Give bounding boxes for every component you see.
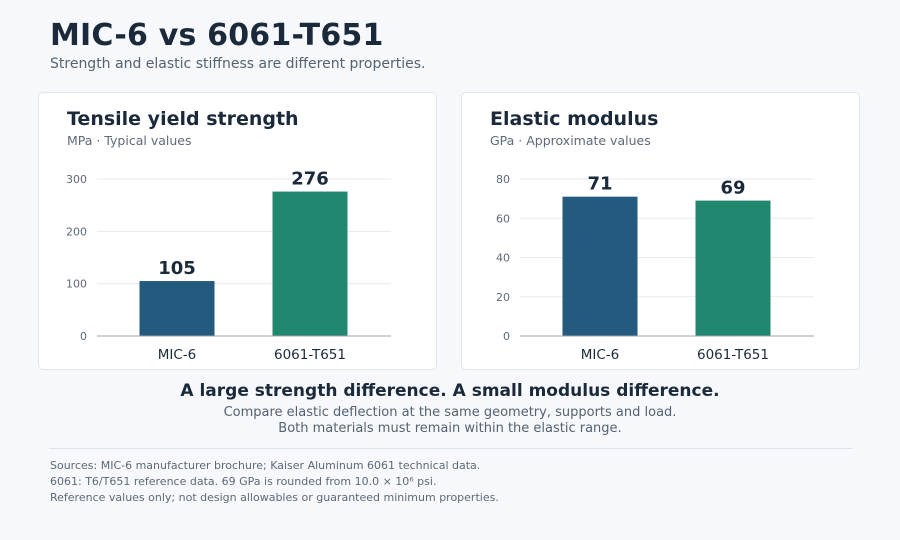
y-tick-label: 60 [496, 212, 510, 225]
x-tick-label: MIC-6 [581, 347, 620, 363]
source-note: Sources: MIC-6 manufacturer brochure; Ka… [50, 459, 481, 472]
elastic-modulus-chart: 0 20 40 60 80 71 MIC-6 69 6061-T651 [496, 173, 814, 363]
y-tick-label: 40 [496, 252, 510, 265]
x-tick-label: 6061-T651 [697, 347, 769, 363]
bar [562, 196, 638, 336]
yield-strength-chart: 0 100 200 300 105 MIC-6 276 6061-T651 [66, 169, 391, 363]
source-note: 6061: T6/T651 reference data. 69 GPa is … [50, 475, 437, 488]
takeaway-line: Both materials must remain within the el… [278, 421, 622, 436]
chart-subtitle: MPa · Typical values [67, 133, 192, 148]
data-label: 276 [291, 169, 329, 190]
takeaway-line: Compare elastic deflection at the same g… [223, 405, 677, 420]
page-title: MIC-6 vs 6061-T651 [50, 18, 384, 53]
page-subtitle: Strength and elastic stiffness are diffe… [50, 56, 426, 72]
source-note: Reference values only; not design allowa… [50, 491, 499, 504]
x-tick-label: MIC-6 [158, 347, 197, 363]
y-tick-label: 80 [496, 173, 510, 186]
chart-title: Tensile yield strength [67, 108, 299, 130]
y-tick-label: 100 [66, 278, 87, 291]
data-label: 71 [587, 174, 612, 195]
divider [49, 448, 852, 449]
chart-title: Elastic modulus [490, 108, 659, 130]
yield-strength-card: Tensile yield strength MPa · Typical val… [38, 92, 437, 370]
y-tick-label: 300 [66, 173, 87, 186]
elastic-modulus-card: Elastic modulus GPa · Approximate values… [461, 92, 860, 370]
chart-subtitle: GPa · Approximate values [490, 133, 651, 148]
x-tick-label: 6061-T651 [274, 347, 346, 363]
y-tick-label: 20 [496, 291, 510, 304]
y-tick-label: 200 [66, 225, 87, 238]
data-label: 105 [158, 258, 196, 279]
y-tick-label: 0 [80, 330, 87, 343]
bar [695, 200, 771, 336]
takeaway-headline: A large strength difference. A small mod… [180, 381, 720, 401]
bar [139, 281, 215, 336]
bar [272, 191, 348, 336]
data-label: 69 [720, 178, 745, 199]
y-tick-label: 0 [503, 330, 510, 343]
